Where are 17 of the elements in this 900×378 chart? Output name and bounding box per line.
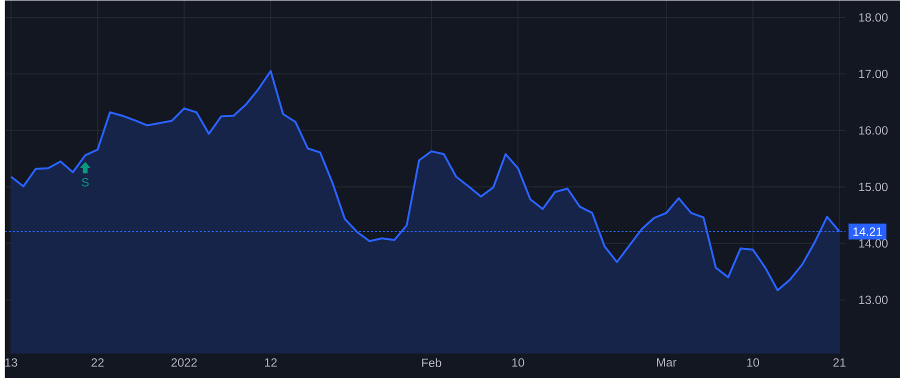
y-tick-label: 18.00 [859,12,888,22]
x-tick-label: 10 [747,358,760,366]
y-tick-label: 13.00 [859,295,888,304]
x-tick-label: Mar [657,358,676,366]
y-tick-label: 16.00 [859,126,888,134]
x-tick-label: 10 [512,358,524,366]
y-tick-label: 17.00 [859,69,888,78]
x-tick-label: 13 [5,358,18,366]
y-tick-label: 14.00 [859,238,888,248]
annotation: S [82,178,89,186]
x-tick-label: 2022 [171,358,197,366]
x-tick-label: Feb [422,358,442,367]
ref-line-label: 14.21 [853,227,882,236]
x-tick-label: 22 [92,358,104,366]
x-tick-label: 21 [833,358,846,366]
y-tick-label: 15.00 [859,182,888,191]
x-tick-label: 12 [264,358,277,366]
